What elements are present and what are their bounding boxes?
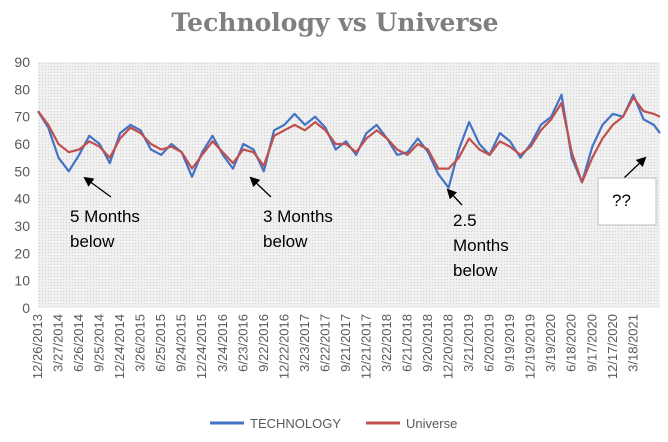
x-tick-label: 3/24/2016 <box>215 314 230 372</box>
annotation-2-5-months: 2.5 Months below <box>446 188 509 280</box>
annotation-arrow <box>83 176 112 198</box>
x-tick-label: 12/19/2019 <box>523 314 538 379</box>
x-tick-label: 3/19/2020 <box>543 314 558 372</box>
x-tick-label: 3/21/2019 <box>461 314 476 372</box>
x-tick-label: 12/24/2014 <box>112 314 127 379</box>
y-tick-label: 90 <box>14 54 30 70</box>
series-line-universe <box>37 96 661 184</box>
x-axis: 12/26/2013 3/27/2014 6/26/2014 9/25/2014 12/… <box>30 314 640 379</box>
annotation-arrow <box>623 156 647 179</box>
annotation-text: below <box>70 232 115 251</box>
x-tick-label: 9/22/2016 <box>256 314 271 372</box>
x-tick-label: 3/27/2014 <box>51 314 66 372</box>
x-tick-label: 6/22/2017 <box>317 314 332 372</box>
x-tick-label: 12/22/2016 <box>276 314 291 379</box>
legend-label-technology: TECHNOLOGY <box>250 416 341 431</box>
y-tick-label: 40 <box>14 191 30 207</box>
x-tick-label: 12/21/2017 <box>358 314 373 379</box>
x-tick-label: 12/24/2015 <box>194 314 209 379</box>
annotation-text: 2.5 <box>453 211 477 230</box>
annotation-text: below <box>263 232 308 251</box>
x-tick-label: 6/23/2016 <box>235 314 250 372</box>
annotation-5-months: 5 Months below <box>70 176 140 251</box>
legend: TECHNOLOGY Universe <box>210 416 457 431</box>
x-tick-label: 9/19/2019 <box>502 314 517 372</box>
y-tick-label: 20 <box>14 245 30 261</box>
annotation-text: Months <box>453 236 509 255</box>
y-tick-label: 0 <box>22 300 30 316</box>
legend-label-universe: Universe <box>406 416 457 431</box>
annotation-text: ?? <box>612 191 631 210</box>
x-tick-label: 6/26/2014 <box>71 314 86 372</box>
series-layer <box>37 93 661 189</box>
annotation-text: 3 Months <box>263 207 333 226</box>
y-tick-label: 60 <box>14 136 30 152</box>
x-tick-label: 12/20/2018 <box>441 314 456 379</box>
x-tick-label: 9/24/2015 <box>174 314 189 372</box>
x-tick-label: 6/18/2020 <box>564 314 579 372</box>
annotation-3-months: 3 Months below <box>249 176 333 251</box>
y-tick-label: 50 <box>14 163 30 179</box>
y-tick-label: 70 <box>14 109 30 125</box>
x-tick-label: 9/17/2020 <box>584 314 599 372</box>
x-tick-label: 3/22/2018 <box>379 314 394 372</box>
annotation-text: below <box>453 261 498 280</box>
x-tick-label: 12/26/2013 <box>30 314 45 379</box>
plot-area <box>38 62 660 308</box>
x-tick-label: 3/23/2017 <box>297 314 312 372</box>
annotation-text: 5 Months <box>70 207 140 226</box>
chart-title: Technology vs Universe <box>171 8 498 37</box>
x-tick-label: 9/20/2018 <box>420 314 435 372</box>
x-tick-label: 9/25/2014 <box>92 314 107 372</box>
x-tick-label: 6/25/2015 <box>153 314 168 372</box>
y-tick-label: 30 <box>14 218 30 234</box>
x-tick-label: 9/21/2017 <box>338 314 353 372</box>
y-tick-label: 80 <box>14 81 30 97</box>
annotation-box <box>597 177 657 226</box>
x-tick-label: 3/18/2021 <box>625 314 640 372</box>
y-axis: 0 10 20 30 40 50 60 70 80 90 <box>14 54 30 316</box>
y-tick-label: 10 <box>14 273 30 289</box>
annotation-question: ?? <box>597 156 657 226</box>
annotation-arrow <box>446 188 463 206</box>
x-tick-label: 12/17/2020 <box>605 314 620 379</box>
x-tick-label: 3/26/2015 <box>133 314 148 372</box>
annotation-arrow <box>249 176 272 198</box>
x-tick-label: 6/20/2019 <box>482 314 497 372</box>
x-tick-label: 6/21/2018 <box>400 314 415 372</box>
